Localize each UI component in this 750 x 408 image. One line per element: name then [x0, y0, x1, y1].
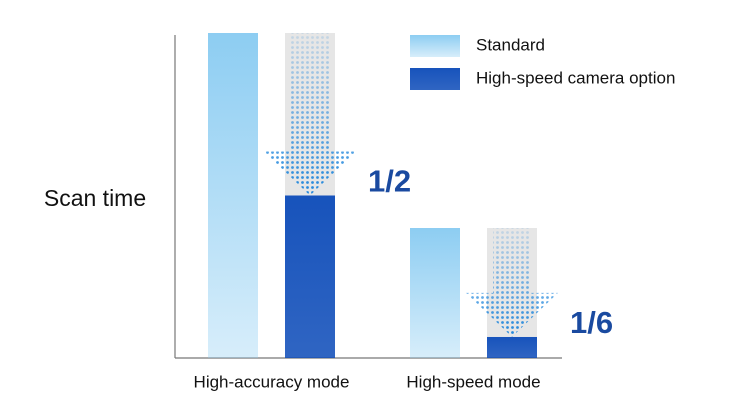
- legend-swatch: [410, 35, 460, 57]
- reduction-arrow: [466, 228, 558, 337]
- ratio-annotation: 1/6: [570, 305, 613, 340]
- ratio-annotation: 1/2: [368, 164, 411, 199]
- legend-label: High-speed camera option: [476, 68, 675, 87]
- reduction-arrow: [264, 33, 356, 196]
- bar: [487, 336, 537, 358]
- x-tick-label: High-speed mode: [406, 372, 540, 391]
- bar: [285, 195, 335, 358]
- legend-swatch: [410, 68, 460, 90]
- legend-label: Standard: [476, 35, 545, 54]
- bar: [208, 33, 258, 358]
- x-tick-label: High-accuracy mode: [194, 372, 350, 391]
- y-axis-label: Scan time: [44, 185, 146, 211]
- bar: [410, 228, 460, 358]
